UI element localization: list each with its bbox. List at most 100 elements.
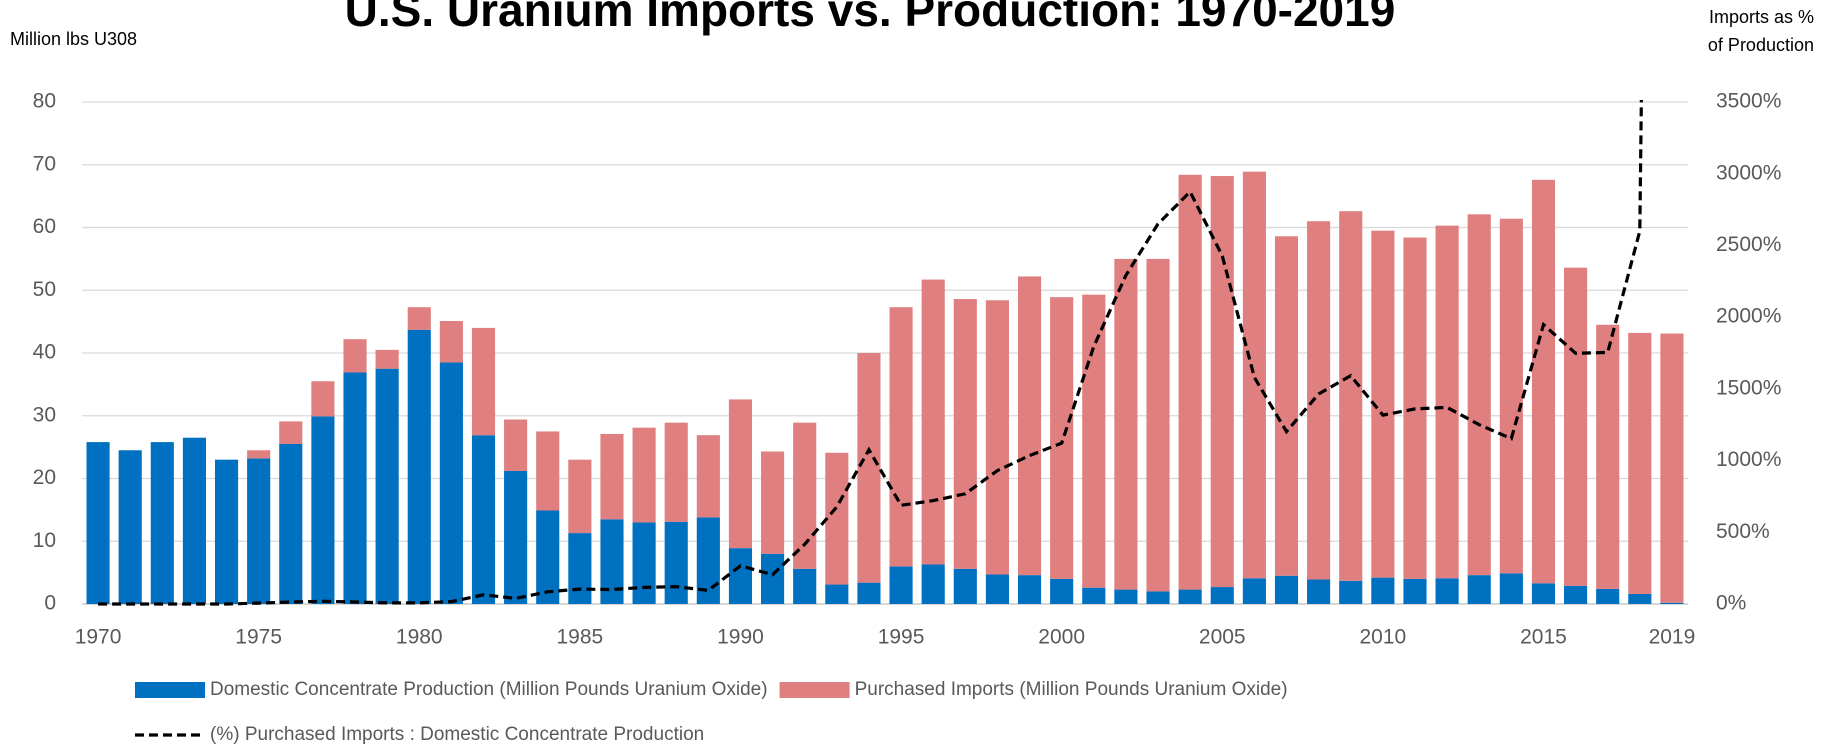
bar — [343, 372, 367, 604]
x-tick-label: 2019 — [1649, 626, 1696, 649]
bar — [311, 416, 335, 604]
bar — [343, 339, 367, 373]
bar — [1371, 230, 1395, 578]
bar — [182, 437, 206, 604]
bar — [600, 433, 624, 520]
y-axis-label: Million lbs U308 — [10, 29, 137, 49]
y-tick-label: 10 — [33, 529, 56, 552]
bar — [1146, 258, 1170, 592]
bar — [664, 422, 688, 522]
legend-label: Purchased Imports (Million Pounds Uraniu… — [855, 679, 1288, 700]
bar — [439, 362, 463, 604]
y2-tick-label: 1000% — [1716, 448, 1781, 471]
bar — [568, 533, 592, 604]
bar — [1178, 589, 1202, 604]
y-tick-label: 60 — [33, 215, 56, 238]
x-tick-label: 1995 — [878, 626, 925, 649]
bar — [1242, 578, 1266, 604]
x-tick-label: 2000 — [1038, 626, 1085, 649]
y-tick-label: 20 — [33, 466, 56, 489]
x-tick-label: 2010 — [1360, 626, 1407, 649]
legend-swatch — [135, 682, 205, 698]
bar — [1564, 267, 1588, 586]
bar — [632, 427, 656, 523]
bar — [825, 584, 849, 604]
bar — [471, 327, 496, 436]
bar — [1435, 578, 1459, 604]
bar — [857, 582, 881, 604]
bar — [1371, 577, 1395, 604]
bar — [1499, 218, 1523, 574]
bar — [1628, 332, 1652, 594]
bar — [1017, 276, 1042, 576]
bar — [247, 450, 271, 459]
bar — [86, 442, 110, 604]
bar — [728, 548, 753, 604]
bar — [857, 353, 881, 583]
bar — [1339, 580, 1363, 604]
bar — [311, 381, 335, 417]
bar — [1307, 579, 1331, 604]
bar — [1660, 602, 1684, 604]
bar — [471, 435, 496, 604]
bar — [600, 519, 624, 604]
bar — [1467, 214, 1491, 576]
bar — [985, 300, 1009, 575]
bar — [1564, 585, 1588, 604]
bar — [1274, 575, 1299, 604]
bar — [1114, 258, 1138, 590]
y2-tick-label: 0% — [1716, 592, 1746, 615]
line — [98, 100, 1643, 606]
bar — [1660, 333, 1684, 603]
bar — [439, 320, 463, 363]
bar — [1499, 573, 1523, 604]
y-tick-label: 0 — [44, 592, 56, 615]
bar — [568, 459, 592, 534]
bar — [793, 422, 817, 569]
bar — [279, 421, 303, 444]
bar — [1017, 575, 1042, 604]
bar — [375, 368, 399, 604]
x-tick-label: 2015 — [1520, 626, 1567, 649]
bar — [1210, 176, 1234, 588]
bar — [953, 568, 977, 604]
bar — [1596, 588, 1620, 604]
bar — [247, 458, 271, 604]
bar — [1274, 236, 1299, 576]
bar — [985, 574, 1009, 604]
bar — [1146, 591, 1170, 604]
bar — [793, 568, 817, 604]
bar — [1403, 578, 1427, 604]
bar — [953, 299, 977, 569]
bar — [1596, 324, 1620, 589]
x-tick-label: 1970 — [75, 626, 122, 649]
bar — [1178, 174, 1202, 590]
y2-tick-label: 2500% — [1716, 233, 1781, 256]
bar — [375, 349, 399, 369]
bar — [761, 451, 785, 554]
bar — [632, 522, 656, 604]
bar — [1467, 575, 1491, 604]
bar — [664, 521, 688, 604]
bar — [1050, 578, 1074, 604]
y2-tick-label: 500% — [1716, 520, 1770, 543]
legend-swatch — [779, 682, 850, 698]
bar — [1114, 589, 1138, 604]
legend-label: (%) Purchased Imports : Domestic Concent… — [210, 724, 704, 744]
y-tick-label: 70 — [33, 152, 56, 175]
bar — [407, 329, 431, 604]
y-tick-label: 80 — [33, 90, 56, 113]
bar — [1242, 171, 1266, 579]
bar — [150, 442, 174, 604]
bar — [889, 566, 913, 604]
bar — [921, 564, 945, 604]
bar — [214, 459, 239, 604]
bar — [536, 431, 560, 511]
y-tick-label: 50 — [33, 278, 56, 301]
y-tick-label: 40 — [33, 341, 56, 364]
bar — [536, 510, 560, 604]
bar — [1531, 583, 1556, 604]
y2-tick-label: 3000% — [1716, 161, 1781, 184]
y2-tick-label: 3500% — [1716, 90, 1781, 113]
